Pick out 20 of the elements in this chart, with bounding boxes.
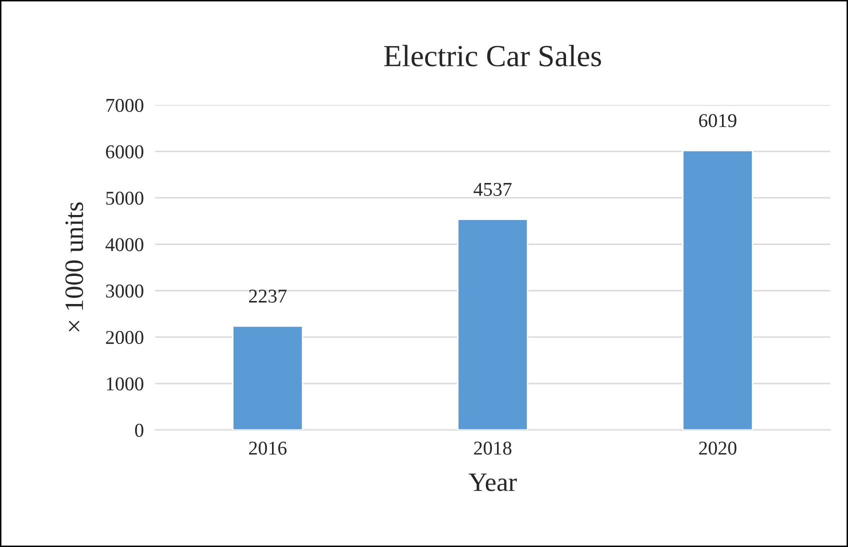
data-label: 2237	[249, 290, 287, 303]
x-axis-title: Year	[468, 474, 517, 492]
y-tick-label: 4000	[106, 238, 144, 252]
y-tick-label: 3000	[106, 284, 144, 298]
y-axis-title: × 1000 units	[65, 202, 84, 332]
y-tick-label: 1000	[106, 377, 144, 390]
y-tick-label: 2000	[106, 330, 144, 344]
y-tick-label: 0	[135, 424, 144, 437]
bar	[457, 218, 528, 430]
data-label: 4537	[474, 182, 512, 196]
x-tick-label: 2020	[699, 442, 736, 455]
y-tick-label: 6000	[106, 145, 144, 158]
chart-title: Electric Car Sales	[384, 44, 602, 66]
y-tick-label: 5000	[106, 192, 144, 205]
data-label: 6019	[699, 114, 736, 128]
x-tick-label: 2016	[249, 442, 287, 455]
bar	[232, 325, 304, 430]
bar	[682, 150, 754, 430]
y-tick-label: 7000	[106, 98, 144, 112]
x-tick-label: 2018	[474, 442, 512, 455]
